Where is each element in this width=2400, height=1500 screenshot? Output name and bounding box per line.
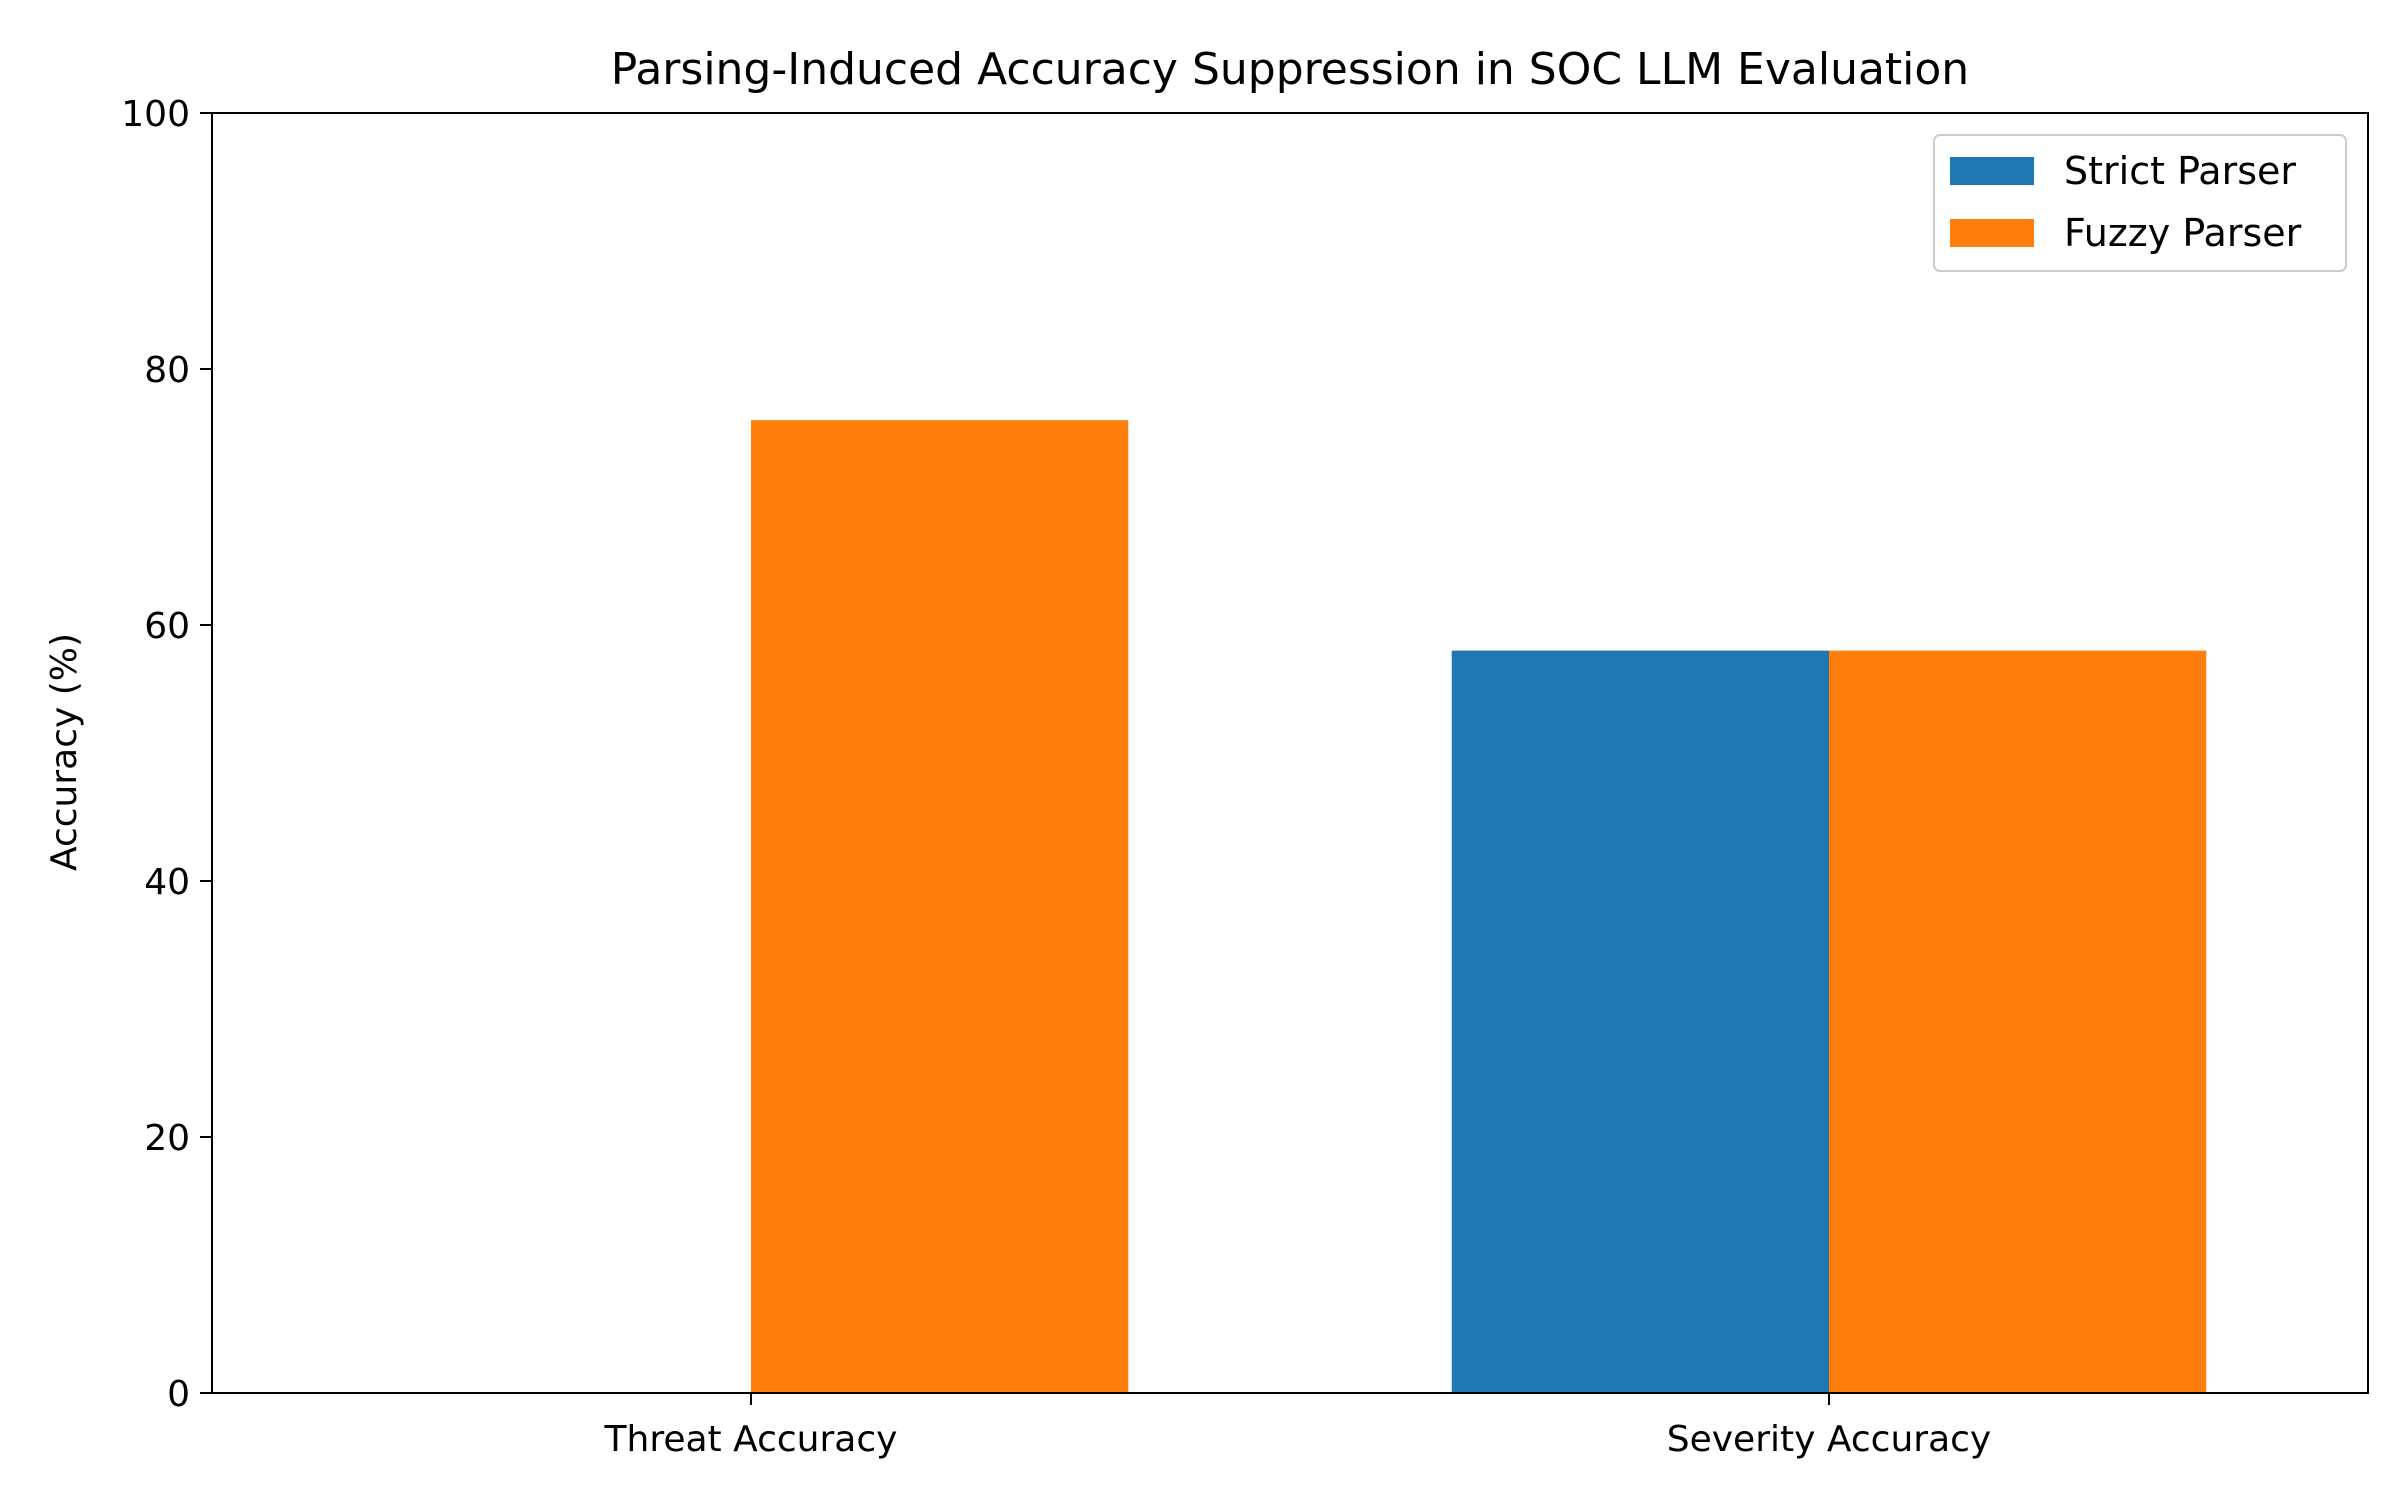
y-tick-label: 40: [144, 862, 190, 903]
legend-swatch: [1950, 157, 2034, 185]
legend-swatch: [1950, 219, 2034, 247]
y-tick-label: 80: [144, 350, 190, 391]
bar-fuzzy-parser-severity-accuracy: [1829, 650, 2207, 1393]
bar-fuzzy-parser-threat-accuracy: [751, 420, 1129, 1393]
chart-title: Parsing-Induced Accuracy Suppression in …: [611, 44, 1969, 95]
bars-group: [751, 420, 2207, 1393]
plot-frame: [211, 112, 2369, 1394]
y-axis: 0 20 40 60 80 100: [121, 94, 212, 1415]
y-axis-label: Accuracy (%): [44, 633, 85, 871]
bar-strict-parser-severity-accuracy: [1451, 650, 1829, 1393]
x-axis: Threat Accuracy Severity Accuracy: [604, 1393, 1991, 1460]
x-tick-label: Threat Accuracy: [604, 1419, 898, 1460]
y-tick-label: 100: [121, 94, 190, 135]
legend: Strict Parser Fuzzy Parser: [1933, 134, 2347, 272]
plot-area: [211, 112, 2369, 1394]
legend-box: [1933, 134, 2347, 272]
x-tick-label: Severity Accuracy: [1667, 1419, 1991, 1460]
y-tick-label: 20: [144, 1118, 190, 1159]
legend-label: Fuzzy Parser: [2064, 211, 2302, 255]
y-tick-label: 0: [167, 1374, 190, 1415]
y-tick-label: 60: [144, 606, 190, 647]
legend-label: Strict Parser: [2064, 149, 2296, 193]
